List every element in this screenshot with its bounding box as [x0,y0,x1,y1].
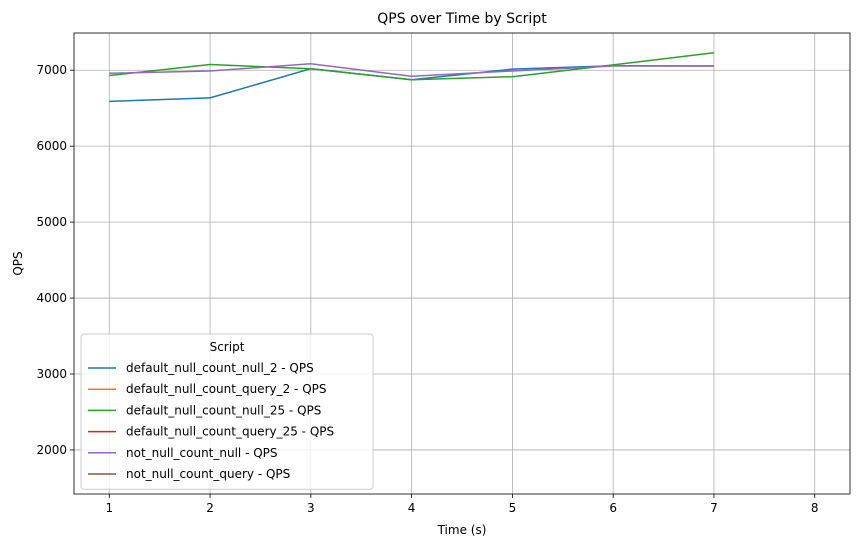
y-tick-label: 6000 [36,139,67,153]
x-tick-label: 1 [105,501,113,515]
x-tick-label: 4 [408,501,416,515]
legend-entry-2: default_null_count_null_25 - QPS [126,403,321,417]
x-axis-label: Time (s) [437,523,487,537]
legend-entry-1: default_null_count_query_2 - QPS [126,382,327,396]
y-tick-label: 3000 [36,367,67,381]
series-line-4 [109,63,714,78]
x-tick-label: 8 [811,501,819,515]
x-tick-label: 6 [609,501,617,515]
y-tick-label: 5000 [36,215,67,229]
legend: Script default_null_count_null_2 - QPS def… [80,333,374,490]
x-tick-label: 7 [710,501,718,515]
y-axis-label: QPS [11,251,25,275]
legend-title: Script [210,340,245,354]
x-tick-label: 3 [307,501,315,515]
legend-entry-0: default_null_count_null_2 - QPS [126,361,314,375]
y-tick-label: 7000 [36,63,67,77]
legend-entry-4: not_null_count_null - QPS [126,446,278,460]
legend-entry-3: default_null_count_query_25 - QPS [126,425,334,439]
plot-frame [73,32,851,495]
grid-layer [74,33,850,494]
y-tick-label: 4000 [36,291,67,305]
legend-box [80,333,374,490]
axes-layer: 1 2 3 4 5 6 7 8 2000 3000 4000 5000 6000 7000 [36,32,851,515]
y-tick-label: 2000 [36,443,67,457]
x-tick-label: 2 [206,501,214,515]
series-line-2 [109,51,714,81]
series-layer [109,51,714,103]
legend-entry-5: not_null_count_query - QPS [126,467,290,481]
chart-title: QPS over Time by Script [377,11,547,27]
x-tick-label: 5 [509,501,517,515]
